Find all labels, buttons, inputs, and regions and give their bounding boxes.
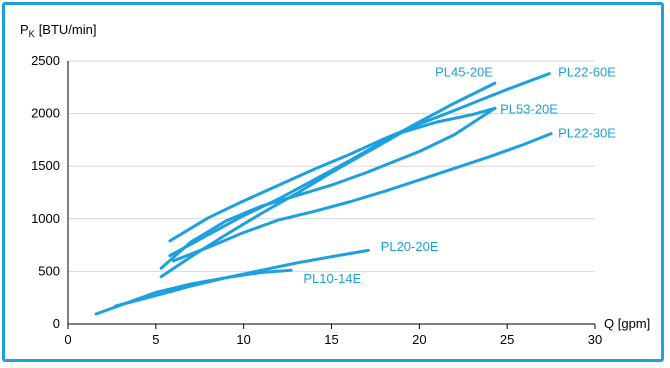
series-label: PL10-14E bbox=[303, 271, 361, 286]
x-tick-label: 30 bbox=[588, 332, 602, 347]
x-tick-label: 25 bbox=[500, 332, 514, 347]
series-line bbox=[159, 106, 497, 279]
series-label: PL22-30E bbox=[558, 126, 616, 141]
x-axis-title: Q [gpm] bbox=[604, 316, 650, 331]
x-tick-label: 10 bbox=[236, 332, 250, 347]
chart-frame bbox=[2, 2, 664, 362]
series-label: PL45-20E bbox=[435, 65, 493, 80]
y-tick-label: 2500 bbox=[31, 53, 60, 68]
grid bbox=[68, 60, 595, 272]
y-tick-label: 1500 bbox=[31, 158, 60, 173]
series-label: PL53-20E bbox=[500, 101, 558, 116]
axes bbox=[67, 61, 596, 329]
y-tick-label: 500 bbox=[38, 263, 60, 278]
y-tick-label: 0 bbox=[53, 316, 60, 331]
y-tick-label: 1000 bbox=[31, 211, 60, 226]
series-line bbox=[94, 268, 293, 316]
y-axis-title-sub: K bbox=[29, 29, 35, 39]
series-line bbox=[168, 81, 497, 258]
y-axis-title-main: P bbox=[20, 22, 29, 37]
series-label: PL20-20E bbox=[381, 239, 439, 254]
series-line bbox=[171, 132, 553, 263]
y-tick-label: 2000 bbox=[31, 106, 60, 121]
series-line bbox=[159, 106, 497, 270]
series-line bbox=[168, 72, 551, 243]
x-tick-label: 15 bbox=[324, 332, 338, 347]
series-label: PL22-60E bbox=[558, 65, 616, 80]
y-axis-title: PK [BTU/min] bbox=[20, 22, 96, 39]
tick-labels: 0 500 1000 1500 2000 2500 0 5 10 15 20 25 30 bbox=[31, 53, 602, 347]
x-tick-label: 0 bbox=[64, 332, 71, 347]
series-lines bbox=[94, 72, 553, 316]
y-axis-title-unit: [BTU/min] bbox=[39, 22, 97, 37]
x-tick-label: 5 bbox=[152, 332, 159, 347]
x-tick-label: 20 bbox=[412, 332, 426, 347]
